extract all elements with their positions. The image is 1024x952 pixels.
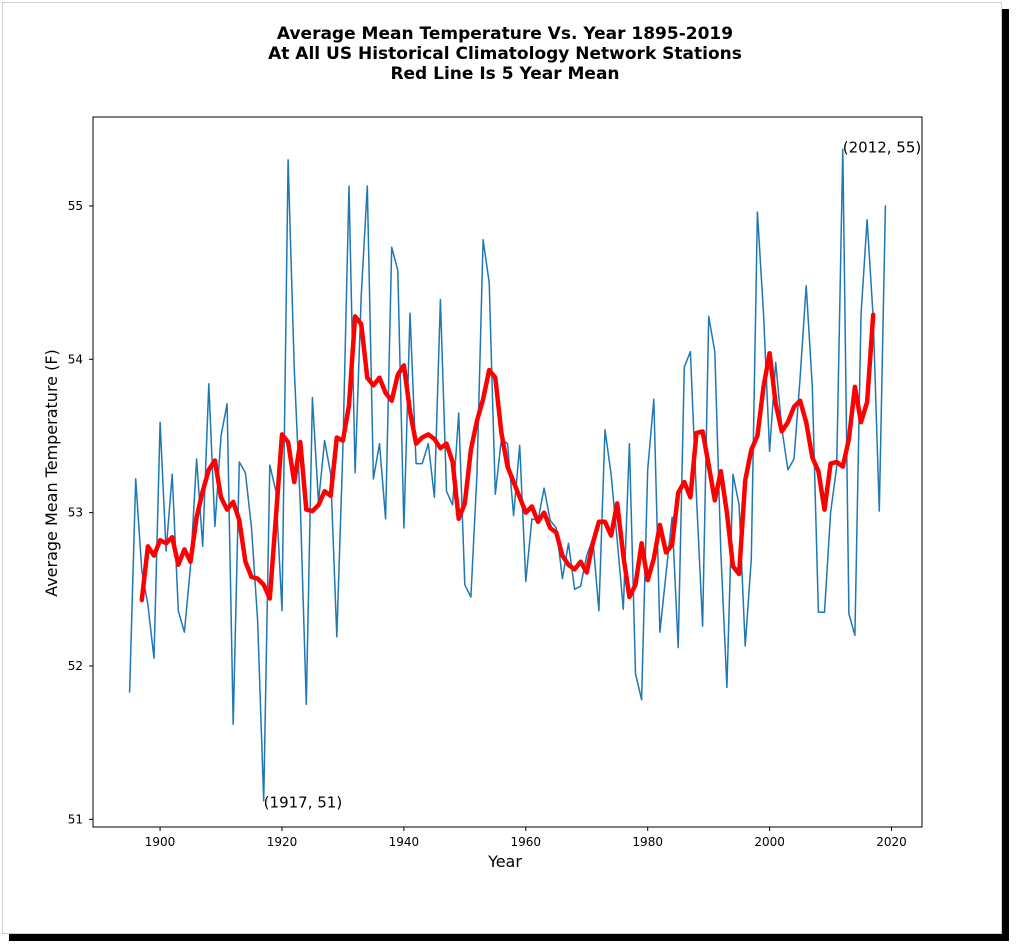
y-tick-label: 54 — [68, 352, 83, 366]
annotation-label: (1917, 51) — [264, 793, 343, 811]
x-tick-label: 2000 — [754, 835, 785, 849]
five-year-mean-line — [139, 312, 876, 603]
y-tick-label: 52 — [68, 659, 83, 673]
x-tick-label: 1920 — [267, 835, 298, 849]
y-tick-label: 51 — [68, 812, 83, 826]
x-tick-label: 2020 — [876, 835, 907, 849]
x-tick-label: 1960 — [511, 835, 542, 849]
plot-area: 1900 1920 1940 1960 1980 2000 2020 51 52 53 54 55 (2… — [68, 116, 923, 849]
x-axis-label: Year — [487, 852, 522, 871]
x-tick-label: 1940 — [389, 835, 420, 849]
annotation-label: (2012, 55) — [843, 139, 922, 157]
x-tick-label: 1980 — [632, 835, 663, 849]
chart-title-line-3: Red Line Is 5 Year Mean — [390, 64, 619, 84]
line-chart: Average Mean Temperature Vs. Year 1895-2… — [42, 24, 923, 871]
chart-title-line-1: Average Mean Temperature Vs. Year 1895-2… — [277, 24, 733, 44]
y-axis-label: Average Mean Temperature (F) — [42, 349, 61, 597]
chart-title-line-2: At All US Historical Climatology Network… — [268, 44, 742, 64]
x-tick-label: 1900 — [145, 835, 176, 849]
annual-mean-line — [128, 148, 887, 802]
y-tick-label: 53 — [68, 506, 83, 520]
plot-frame — [92, 116, 923, 828]
y-tick-label: 55 — [68, 199, 83, 213]
chart-title: Average Mean Temperature Vs. Year 1895-2… — [268, 24, 742, 84]
chart-frame: Average Mean Temperature Vs. Year 1895-2… — [2, 2, 1002, 934]
